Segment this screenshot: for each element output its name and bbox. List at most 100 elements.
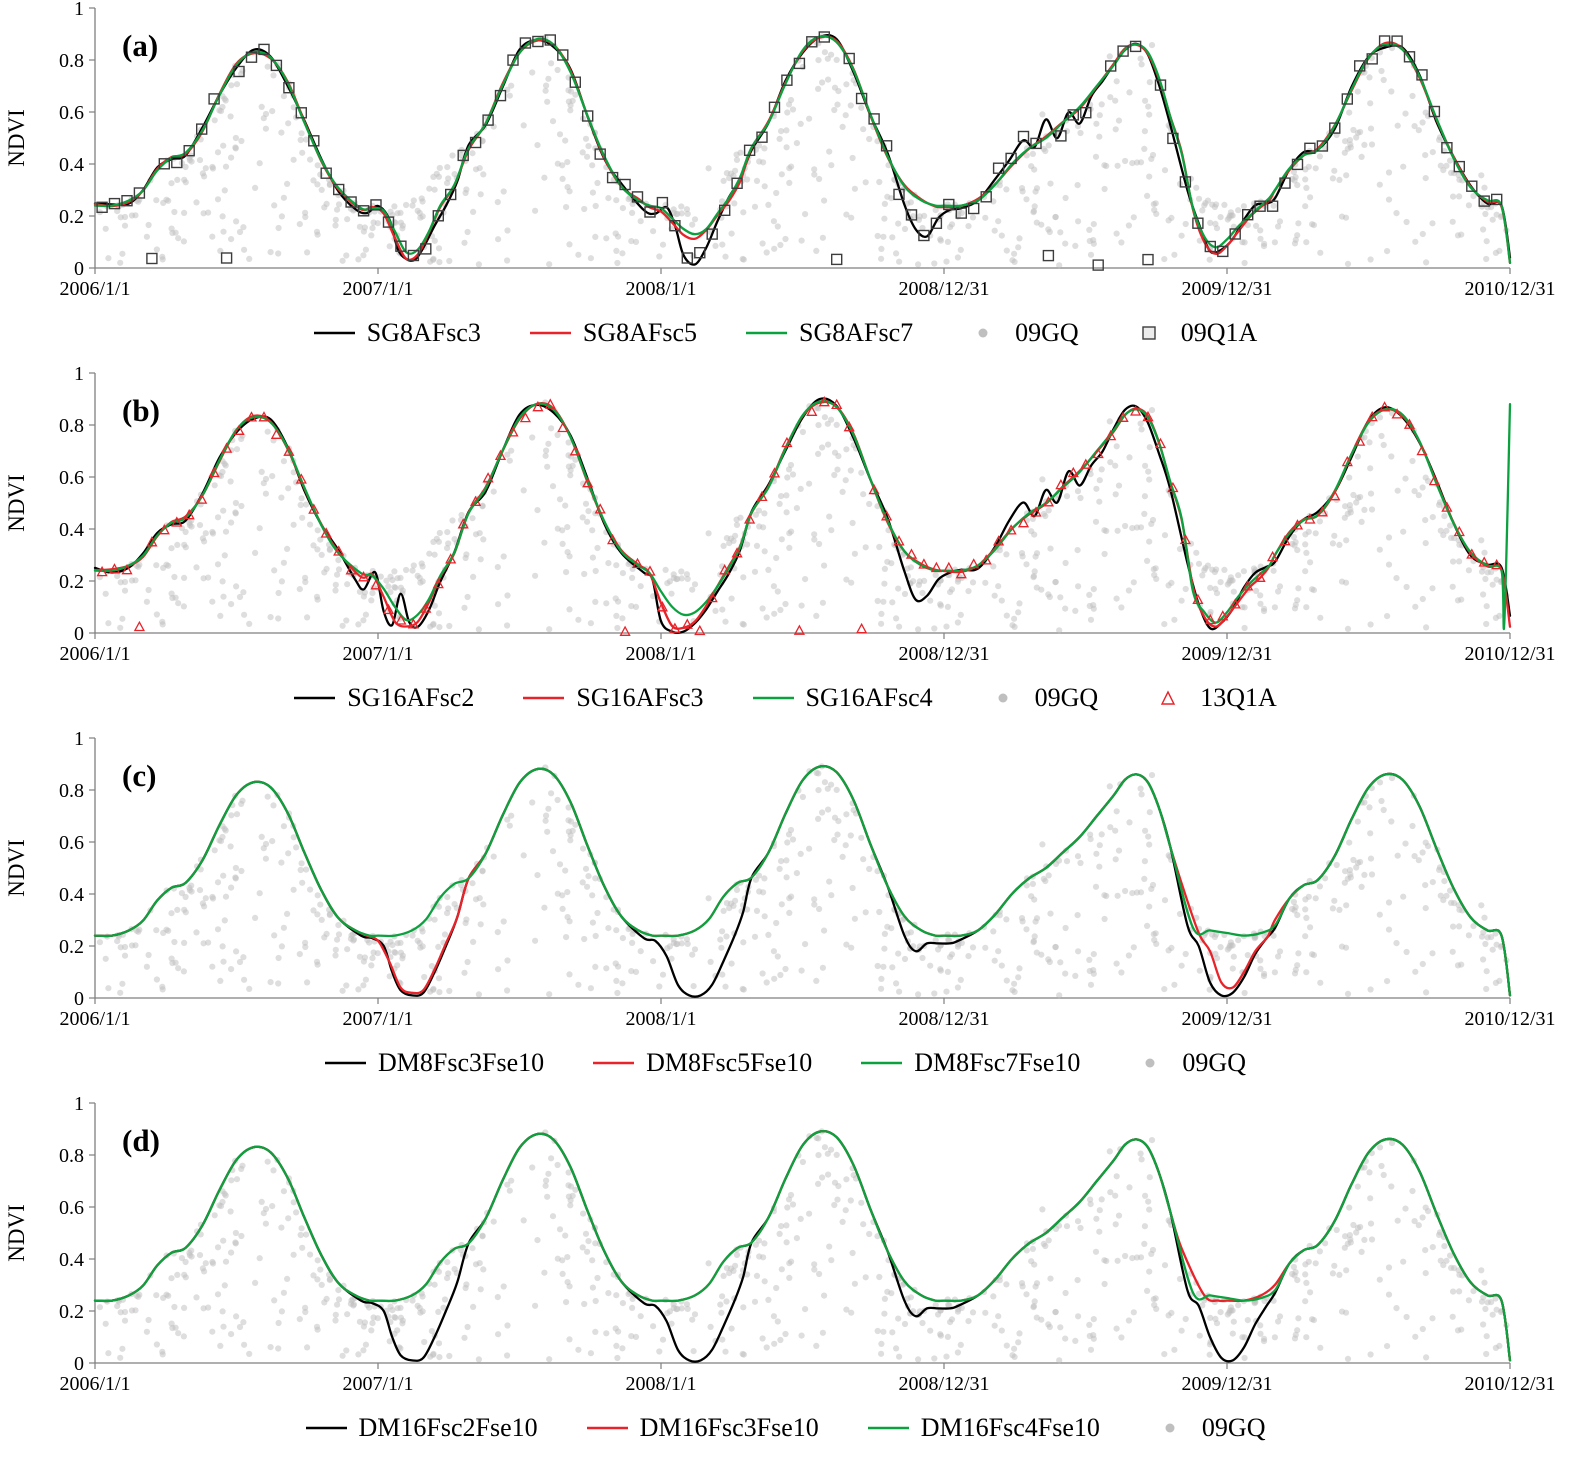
- marker-triangle: [544, 398, 556, 409]
- marker-triangle: [1080, 458, 1092, 469]
- legend-item-09GQ: 09GQ: [1148, 1413, 1265, 1443]
- marker-triangle: [806, 405, 818, 416]
- marker-triangle: [793, 624, 805, 635]
- scatter-09GQ: [96, 398, 1510, 634]
- marker-square: [1428, 105, 1441, 118]
- marker-square: [582, 110, 594, 122]
- marker-square: [1217, 245, 1229, 258]
- legend-swatch-line: [523, 696, 565, 700]
- legend-item-09Q1A: 09Q1A: [1127, 318, 1257, 348]
- marker-square: [1192, 217, 1204, 229]
- marker-square: [1466, 180, 1478, 192]
- legend-item-SG8AFsc3: SG8AFsc3: [313, 318, 481, 348]
- marker-square: [992, 162, 1005, 174]
- y-tick-label: 1: [74, 365, 84, 385]
- legend-triangle-sample: [1161, 690, 1176, 705]
- marker-square: [1329, 122, 1341, 134]
- marker-square: [432, 210, 444, 222]
- legend-d: DM16Fsc2Fse10 DM16Fsc3Fse10 DM16Fsc4Fse10 0…: [0, 1398, 1570, 1458]
- marker-square: [1167, 132, 1179, 145]
- marker-triangle: [607, 533, 619, 545]
- legend-item-13Q1A: 13Q1A: [1146, 683, 1277, 713]
- marker-square: [457, 149, 469, 162]
- marker-triangle: [171, 516, 183, 527]
- marker-triangle: [1030, 506, 1042, 517]
- marker-triangle: [382, 603, 395, 615]
- marker-triangle: [1142, 410, 1154, 422]
- marker-square: [121, 194, 133, 207]
- marker-triangle: [582, 477, 594, 488]
- marker-triangle: [619, 625, 631, 636]
- x-tick-label: 2008/12/31: [898, 278, 989, 300]
- y-tick-label: 0.8: [59, 50, 84, 72]
- marker-square: [1030, 137, 1042, 150]
- marker-square: [706, 228, 718, 240]
- y-tick-label: 0.2: [59, 1301, 84, 1323]
- marker-triangle: [968, 558, 980, 569]
- x-tick-label: 2008/1/1: [625, 1373, 696, 1395]
- x-tick-label: 2009/12/31: [1181, 1008, 1272, 1030]
- marker-triangle: [1428, 474, 1440, 486]
- marker-triangle: [557, 421, 569, 433]
- marker-triangle: [893, 535, 905, 546]
- marker-triangle: [283, 445, 295, 456]
- marker-triangle: [1067, 466, 1079, 478]
- marker-triangle: [1267, 550, 1279, 562]
- marker-square: [507, 54, 519, 66]
- legend-swatch-line: [593, 1061, 635, 1065]
- x-tick-label: 2008/1/1: [625, 278, 696, 300]
- legend-item-DM8Fsc3Fse10: DM8Fsc3Fse10: [324, 1048, 544, 1078]
- x-tick-label: 2010/12/31: [1464, 1373, 1555, 1395]
- marker-triangle: [1130, 405, 1142, 416]
- marker-square: [133, 187, 146, 199]
- legend-dot-sample: [1165, 1423, 1175, 1433]
- y-axis-title-a: NDVI: [4, 109, 29, 167]
- marker-triangle: [1391, 408, 1403, 419]
- y-tick-label: 0: [74, 988, 84, 1010]
- legend-label: DM16Fsc3Fse10: [639, 1413, 819, 1442]
- y-tick-label: 1: [74, 730, 84, 750]
- legend-label: DM8Fsc3Fse10: [378, 1048, 545, 1077]
- legend-swatch-line: [325, 1061, 366, 1065]
- y-tick-label: 0.2: [59, 936, 84, 958]
- marker-square: [1229, 228, 1241, 240]
- marker-square: [320, 167, 332, 179]
- marker-square: [233, 65, 245, 78]
- x-tick-label: 2010/12/31: [1464, 278, 1555, 300]
- axes: 0 0.2 0.4 0.6 0.8 1 2006/1/1 2007/1/1 2008/1/1 20…: [59, 365, 1556, 665]
- marker-triangle: [1117, 411, 1129, 422]
- marker-triangle: [1105, 429, 1117, 441]
- legend-swatch-line: [752, 696, 794, 700]
- marker-triangle: [96, 565, 108, 577]
- legend-swatch-line: [586, 1426, 628, 1430]
- marker-square: [855, 92, 868, 105]
- marker-triangle: [943, 561, 955, 573]
- marker-square: [1279, 177, 1291, 189]
- scatter-09GQ: [96, 763, 1510, 999]
- legend-label: SG16AFsc3: [576, 683, 704, 712]
- panel-c: (c) NDVI 0 0.2 0.4 0.6 0.8 1 2006/1/1 2007/1/1 2…: [0, 730, 1570, 1095]
- series-SG8AFsc7: [93, 34, 1512, 264]
- marker-square: [868, 113, 880, 125]
- marker-triangle: [358, 571, 370, 582]
- marker-triangle: [270, 428, 282, 439]
- legend-label: DM8Fsc5Fse10: [646, 1048, 813, 1077]
- legend-label: DM16Fsc2Fse10: [358, 1413, 538, 1442]
- marker-triangle: [407, 618, 419, 629]
- marker-square: [880, 140, 893, 152]
- marker-square: [283, 81, 295, 94]
- marker-square: [1316, 140, 1329, 152]
- marker-triangle: [731, 547, 743, 558]
- marker-square: [893, 188, 905, 201]
- marker-square: [768, 101, 781, 114]
- y-tick-label: 0.6: [59, 102, 84, 124]
- chart-d: (d) NDVI 0 0.2 0.4 0.6 0.8 1 2006/1/1 2007/1/1 2…: [4, 1095, 1556, 1395]
- series-DM16Fsc4Fse10: [93, 1129, 1512, 1362]
- y-tick-label: 0.2: [59, 206, 84, 228]
- x-tick-label: 2008/1/1: [625, 1008, 696, 1030]
- marker-triangle: [208, 466, 220, 478]
- marker-triangle: [1304, 513, 1316, 524]
- marker-square: [619, 178, 631, 191]
- marker-square: [1490, 193, 1503, 206]
- marker-triangle: [1491, 558, 1503, 570]
